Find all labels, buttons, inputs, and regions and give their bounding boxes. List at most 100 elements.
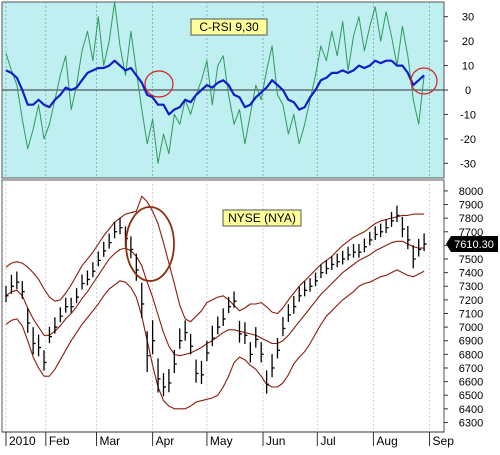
price-bar	[271, 354, 275, 378]
price-ytick-label: 7400	[459, 268, 483, 280]
price-bar	[374, 226, 378, 240]
rsi-ytick-label: -30	[460, 158, 476, 170]
price-bar	[184, 320, 188, 341]
price-bar	[217, 316, 221, 335]
price-title: NYSE (NYA)	[228, 211, 296, 225]
price-bar	[380, 223, 384, 238]
price-ytick-label: 7200	[459, 295, 483, 307]
x-tick-label: 2010	[9, 434, 36, 448]
price-bar	[363, 238, 367, 253]
rsi-ytick-label: 20	[462, 36, 474, 48]
price-bar	[325, 260, 329, 274]
price-ytick-label: 6400	[459, 404, 483, 416]
price-bar	[342, 250, 346, 265]
price-bar	[249, 342, 253, 363]
price-bar	[369, 231, 373, 246]
x-tick-label: May	[210, 434, 233, 448]
rsi-title-bg	[190, 18, 268, 36]
price-bar	[97, 251, 101, 267]
last-value-pointer	[446, 236, 451, 253]
price-ytick-label: 6600	[459, 377, 483, 389]
price-bar	[151, 320, 156, 355]
price-bar	[255, 327, 259, 348]
price-ytick-label: 7000	[459, 322, 483, 334]
price-bar	[32, 327, 36, 355]
price-bar	[75, 288, 80, 304]
price-bar	[390, 211, 395, 227]
price-bar	[16, 271, 20, 290]
price-bar	[81, 274, 85, 290]
price-ytick-label: 7700	[459, 227, 483, 239]
price-bar	[282, 317, 286, 337]
price-bar	[48, 326, 52, 344]
price-bar	[293, 296, 297, 314]
upper-band-line	[5, 195, 425, 323]
price-bar	[407, 226, 411, 250]
price-bar	[358, 244, 362, 258]
price-bar	[65, 297, 69, 313]
price-bar	[70, 297, 74, 313]
price-title-box: NYSE (NYA)	[222, 209, 302, 227]
price-bar	[146, 331, 150, 373]
price-ytick-label: 6700	[459, 363, 483, 375]
price-bar	[59, 307, 63, 323]
price-bar	[211, 325, 215, 347]
price-bar	[27, 308, 31, 333]
price-bar	[276, 338, 280, 359]
price-bar	[352, 244, 357, 258]
price-title-bg	[222, 209, 302, 227]
price-bar	[141, 282, 145, 319]
price-ytick-label: 7500	[459, 254, 483, 266]
price-bar	[108, 233, 112, 249]
price-bar	[195, 359, 199, 383]
price-ytick-label: 8000	[459, 186, 483, 198]
x-tick-label: Feb	[49, 434, 70, 448]
price-bar	[200, 360, 204, 385]
last-value-tag: 7610.30	[446, 236, 498, 253]
price-bar	[233, 291, 237, 308]
price-bar	[37, 334, 42, 357]
price-bar	[303, 281, 308, 297]
price-bar	[227, 296, 232, 314]
x-tick-label: Jul	[320, 434, 335, 448]
lower-band-line	[5, 269, 425, 410]
price-bar	[5, 285, 9, 303]
price-bar	[347, 246, 351, 261]
price-bar	[336, 253, 340, 268]
middle-band-line	[5, 240, 425, 357]
rsi-title-box: C-RSI 9,30	[190, 18, 268, 36]
price-bar	[423, 233, 427, 252]
price-bar	[162, 373, 166, 397]
price-ytick-label: 6900	[459, 336, 483, 348]
rsi-highlight-circle	[410, 67, 438, 95]
price-bar	[222, 308, 226, 327]
price-bar	[103, 241, 107, 257]
price-bar	[309, 278, 313, 292]
price-ytick-label: 7300	[459, 281, 483, 293]
price-bar	[130, 236, 134, 259]
price-bar	[86, 270, 90, 286]
price-bar	[119, 217, 123, 235]
rsi-ytick-label: -20	[460, 134, 476, 146]
x-tick-label: Mar	[100, 434, 121, 448]
price-ytick-label: 6800	[459, 349, 483, 361]
price-bar	[21, 281, 25, 299]
price-bar	[238, 320, 242, 343]
price-bar	[10, 274, 14, 294]
price-ytick-label: 7100	[459, 308, 483, 320]
price-bar	[206, 340, 210, 362]
price-bar	[385, 219, 389, 234]
rsi-ytick-label: 10	[462, 61, 474, 73]
price-bar	[43, 350, 47, 371]
price-bar	[265, 370, 270, 394]
price-bar	[168, 369, 172, 393]
price-bar	[260, 342, 264, 363]
price-bar	[287, 304, 291, 322]
price-bar	[113, 221, 118, 239]
price-bar	[396, 205, 400, 222]
price-bar	[92, 262, 96, 278]
price-bar	[331, 256, 335, 270]
rsi-highlight-circle	[144, 70, 174, 98]
price-bar	[298, 286, 302, 302]
